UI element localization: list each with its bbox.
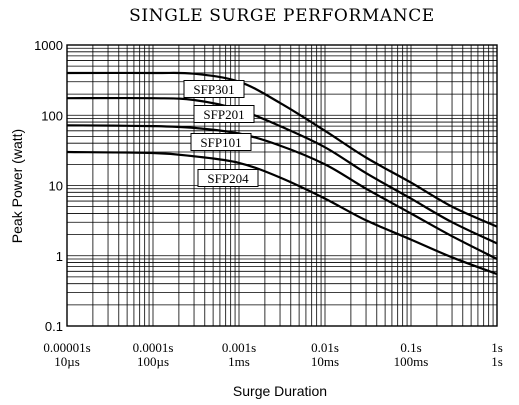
series-line-sfp101 [66,124,498,260]
x-tick-sublabel: 1s [491,354,503,369]
series-label-text: SFP201 [203,107,244,122]
x-tick-sublabel: 10ms [311,354,339,369]
x-tick-sublabel: 10µs [54,354,80,369]
y-tick-labels: 1000 100 10 1 0.1 [34,38,63,334]
series-line-sfp204 [66,150,498,276]
x-tick-sublabel: 1ms [228,354,250,369]
x-tick-label: 0.001s [222,340,256,355]
series-label-box [193,105,255,123]
x-tick-sublabel: 100ms [394,354,429,369]
y-axis-label: Peak Power (watt) [9,129,25,243]
x-axis-label: Surge Duration [233,383,327,399]
y-tick-label: 1 [56,249,63,264]
x-tick-label: 1s [491,340,503,355]
y-tick-label: 100 [41,108,63,123]
y-tick-label: 1000 [34,38,63,53]
grid [66,44,498,327]
y-tick-label: 0.1 [45,319,63,334]
series-label-box [197,169,259,187]
plot-frame [66,44,498,327]
y-tick-label: 10 [49,179,63,194]
series-layer [66,71,498,276]
series-label-sfp201: SFP201 [193,105,255,123]
x-tick-sublabel: 100µs [137,354,169,369]
series-label-sfp101: SFP101 [190,133,252,151]
series-line-sfp201 [66,96,498,245]
series-label-sfp301: SFP301 [183,80,245,98]
series-label-sfp204: SFP204 [197,169,259,187]
series-label-text: SFP204 [207,171,249,186]
x-tick-label: 0.00001s [43,340,90,355]
series-label-text: SFP101 [200,135,241,150]
x-tick-label: 0.1s [400,340,421,355]
series-label-box [190,133,252,151]
series-labels: SFP301 SFP201 SFP101 SFP204 [183,80,259,187]
x-tick-labels: 0.00001s10µs0.0001s100µs0.001s1ms0.01s10… [43,340,502,369]
chart-title: SINGLE SURGE PERFORMANCE [129,6,435,26]
x-tick-label: 0.0001s [133,340,174,355]
series-label-box [183,80,245,98]
series-line-sfp301 [66,71,498,228]
x-tick-label: 0.01s [311,340,339,355]
series-label-text: SFP301 [193,82,234,97]
